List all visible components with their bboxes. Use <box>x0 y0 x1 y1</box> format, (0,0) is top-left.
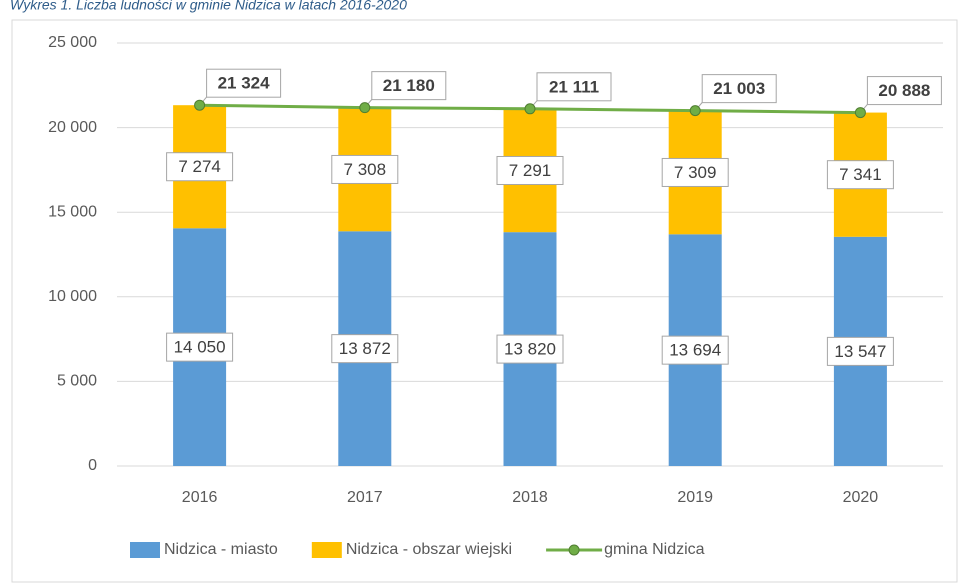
value-label: 7 341 <box>839 165 882 184</box>
legend-marker <box>568 544 580 556</box>
value-label: 21 324 <box>218 74 271 93</box>
value-label: 13 872 <box>339 339 391 358</box>
value-label: 7 274 <box>178 157 221 176</box>
value-label-box <box>496 155 564 185</box>
value-label: 7 309 <box>674 163 717 182</box>
value-label: 13 820 <box>504 340 556 359</box>
line-marker <box>524 103 536 115</box>
value-label: 7 291 <box>509 161 552 180</box>
value-label-box <box>661 157 729 187</box>
value-label-box <box>661 335 729 365</box>
value-label: 13 547 <box>834 342 886 361</box>
value-label: 21 111 <box>549 77 599 96</box>
y-tick-label: 20 000 <box>48 119 97 136</box>
x-tick-label: 2016 <box>182 489 218 506</box>
value-label-box <box>331 334 399 364</box>
chart-frame <box>11 19 958 583</box>
y-tick-label: 5 000 <box>57 373 97 390</box>
value-label: 13 694 <box>669 341 721 360</box>
chart-title: Wykres 1. Liczba ludności w gminie Nidzi… <box>10 0 407 13</box>
value-label-box <box>166 152 234 182</box>
value-label-box <box>826 160 894 190</box>
value-label-box <box>496 334 564 364</box>
legend-label: gmina Nidzica <box>604 541 705 558</box>
x-tick-label: 2018 <box>512 489 548 506</box>
line-marker <box>359 102 371 114</box>
value-label-box <box>371 71 447 101</box>
value-label: 21 180 <box>383 76 435 95</box>
legend-swatch <box>130 542 160 558</box>
value-label-box <box>206 68 282 98</box>
value-label-box <box>866 76 942 106</box>
value-label: 21 003 <box>713 79 765 98</box>
y-tick-label: 10 000 <box>48 288 97 305</box>
value-label-box <box>166 332 234 362</box>
value-label-box <box>701 74 777 104</box>
x-tick-label: 2019 <box>677 489 713 506</box>
x-tick-label: 2017 <box>347 489 383 506</box>
line-marker <box>689 105 701 117</box>
value-label-box <box>331 154 399 184</box>
value-label: 7 308 <box>344 160 387 179</box>
value-label: 14 050 <box>174 338 226 357</box>
legend-label: Nidzica - obszar wiejski <box>346 541 512 558</box>
line-marker <box>194 99 206 111</box>
y-tick-label: 15 000 <box>48 203 97 220</box>
legend-label: Nidzica - miasto <box>164 541 278 558</box>
x-tick-label: 2020 <box>843 489 879 506</box>
value-label: 20 888 <box>878 81 930 100</box>
value-label-box <box>826 336 894 366</box>
value-label-box <box>536 72 612 102</box>
legend-swatch <box>311 542 342 558</box>
y-tick-label: 25 000 <box>48 34 97 51</box>
y-tick-label: 0 <box>88 457 97 474</box>
line-marker <box>854 107 866 119</box>
